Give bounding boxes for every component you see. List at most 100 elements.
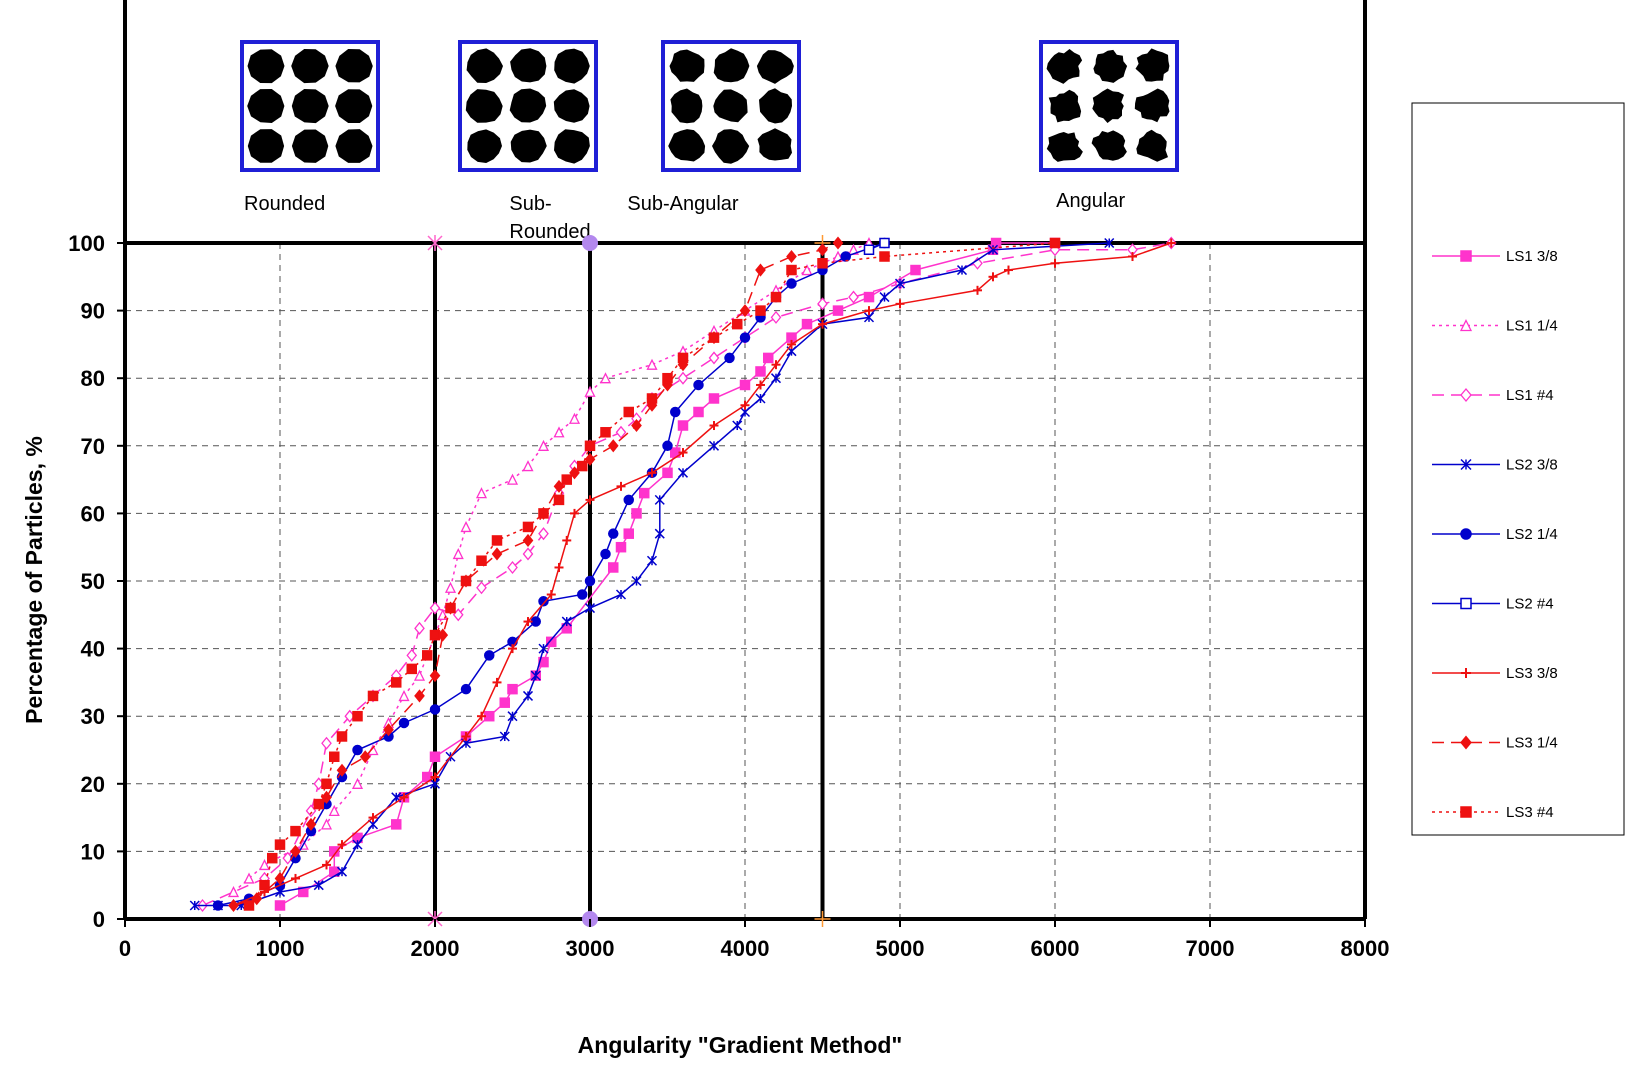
data-point [522, 521, 534, 533]
data-point [677, 371, 689, 385]
data-point [832, 236, 844, 250]
particle-silhouette [712, 129, 750, 164]
data-point [623, 406, 634, 418]
particle-silhouette [335, 129, 373, 163]
y-tick-label: 20 [81, 772, 105, 797]
series-ls3-4 [243, 237, 1061, 911]
data-point [413, 669, 426, 681]
data-series [189, 236, 1177, 913]
particle-silhouette [1092, 88, 1124, 123]
particle-shape-thumbnails [240, 40, 1179, 172]
x-tick-label: 8000 [1341, 936, 1390, 961]
data-point [383, 723, 394, 737]
data-point [647, 468, 657, 478]
particle-silhouette [1046, 132, 1083, 162]
data-point [639, 487, 650, 499]
data-point [646, 358, 658, 370]
data-point [568, 412, 581, 424]
data-point [460, 520, 472, 533]
particle-silhouette [1134, 88, 1170, 123]
data-point [801, 264, 813, 276]
x-tick-label: 3000 [566, 936, 615, 961]
data-point [414, 621, 425, 635]
data-point [336, 866, 348, 877]
data-point [879, 251, 890, 262]
legend-box [1411, 102, 1625, 836]
data-point [484, 650, 495, 661]
data-point [732, 420, 743, 431]
data-point [398, 689, 410, 702]
data-point [561, 474, 572, 485]
series-ls1-3-8 [274, 237, 1061, 911]
particle-silhouette [1093, 49, 1128, 83]
data-point [477, 711, 486, 721]
data-point [1128, 252, 1137, 262]
data-point [313, 798, 324, 810]
data-point [538, 527, 549, 541]
legend-item: LS1 #4 [1432, 387, 1554, 404]
legend-label: LS2 #4 [1506, 596, 1554, 613]
data-point [646, 393, 658, 404]
data-point [755, 393, 766, 404]
particle-silhouette [247, 49, 285, 84]
data-point [584, 385, 596, 397]
data-point [406, 648, 418, 662]
data-point [251, 892, 263, 906]
data-point [492, 677, 502, 687]
boundary-marker [427, 235, 443, 251]
data-point [522, 460, 534, 472]
particle-silhouette [756, 50, 794, 84]
y-tick-label: 0 [93, 907, 105, 932]
data-point [646, 555, 658, 566]
particle-silhouette [510, 129, 547, 163]
particle-silhouette [554, 129, 590, 164]
data-point [1004, 265, 1013, 275]
data-point [1460, 735, 1472, 750]
shape-class-label: Angular [1056, 190, 1125, 212]
data-point [755, 263, 766, 277]
data-point [359, 750, 371, 764]
series-ls2-4 [863, 237, 890, 256]
data-point [321, 736, 332, 750]
data-point [577, 589, 588, 600]
particle-silhouette [291, 89, 329, 124]
data-point [336, 763, 348, 777]
series-ls1-4 [197, 236, 1177, 913]
legend-item: LS2 3/8 [1432, 457, 1558, 474]
data-point [538, 596, 549, 607]
particle-silhouette [713, 89, 748, 123]
data-point [491, 547, 503, 561]
legend-label: LS3 1/4 [1506, 735, 1558, 752]
legend-label: LS1 3/8 [1506, 248, 1558, 265]
data-point [429, 601, 441, 615]
data-point [763, 352, 774, 364]
legend-label: LS1 #4 [1506, 387, 1554, 404]
data-point [267, 852, 278, 864]
data-point [337, 840, 347, 850]
data-point [429, 629, 441, 641]
data-point [1049, 237, 1061, 249]
data-point [391, 677, 402, 688]
data-point [770, 310, 782, 324]
legend-item: LS1 3/8 [1432, 248, 1558, 265]
data-point [987, 244, 999, 255]
particle-silhouette [467, 129, 502, 163]
data-point [677, 352, 689, 364]
data-point [709, 421, 719, 431]
data-point [1460, 528, 1472, 540]
y-tick-label: 50 [81, 569, 105, 594]
data-point [616, 481, 626, 491]
data-point [615, 541, 627, 553]
particle-silhouette [466, 48, 503, 83]
data-point [988, 272, 998, 282]
data-point [530, 670, 541, 681]
data-point [522, 547, 534, 561]
data-point [786, 278, 797, 289]
data-point [662, 372, 673, 384]
data-point [461, 731, 471, 741]
data-point [840, 251, 851, 262]
data-point [507, 711, 518, 722]
data-point [817, 258, 828, 269]
data-point [577, 460, 588, 472]
